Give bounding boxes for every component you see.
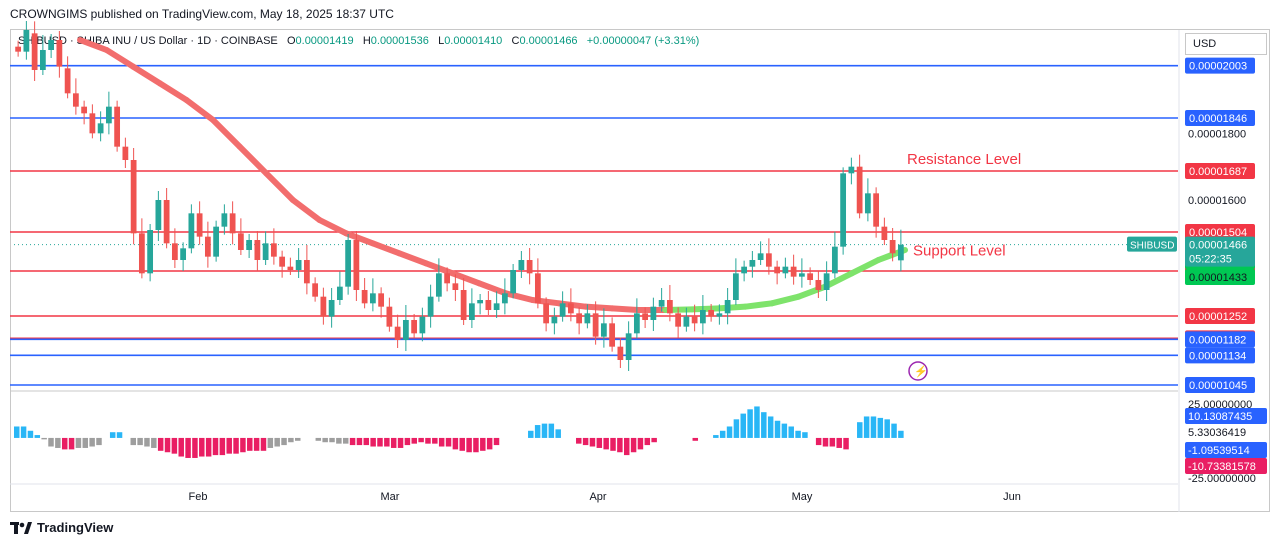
symbol-legend: SHIBUSD · SHIBA INU / US Dollar · 1D · C… <box>18 35 699 47</box>
open-label: O <box>286 35 296 47</box>
high-value: 0.00001536 <box>370 35 429 47</box>
tradingview-brand[interactable]: TradingView <box>10 520 113 535</box>
change-value: +0.00000047 (+3.31%) <box>586 35 700 47</box>
symbol-line[interactable]: SHIBUSD · SHIBA INU / US Dollar · 1D · C… <box>18 35 278 47</box>
currency-label: USD <box>1193 38 1217 50</box>
low-value: 0.00001410 <box>444 35 503 47</box>
open-value: 0.00001419 <box>295 35 354 47</box>
chart-frame <box>10 29 1270 512</box>
high-label: H <box>362 35 371 47</box>
close-label: C <box>511 35 520 47</box>
tradingview-logo-icon <box>10 521 32 534</box>
currency-selector[interactable]: USD <box>1185 33 1267 55</box>
low-label: L <box>438 35 445 47</box>
brand-label: TradingView <box>37 520 114 535</box>
close-value: 0.00001466 <box>519 35 578 47</box>
published-banner: CROWNGIMS published on TradingView.com, … <box>10 7 394 21</box>
